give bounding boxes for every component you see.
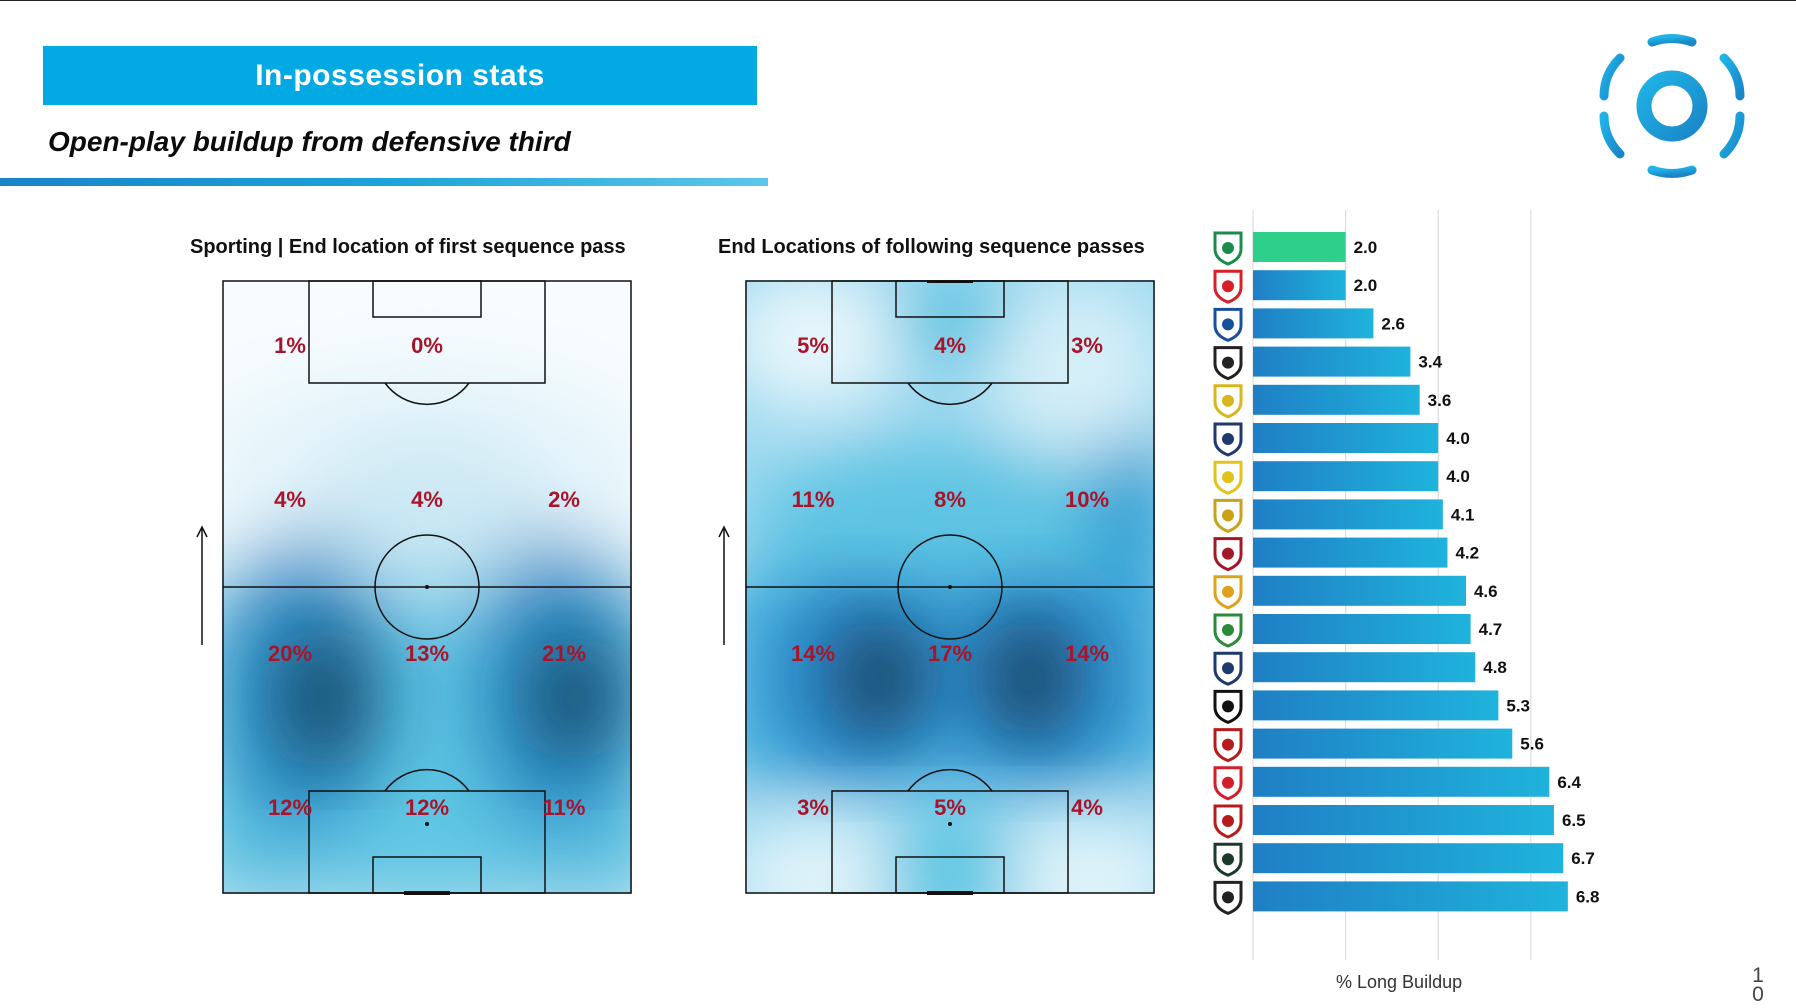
rio-ave-crest-icon [1213, 498, 1243, 534]
bar-value-label: 2.0 [1354, 276, 1378, 295]
team-crests [1213, 231, 1243, 916]
bar [1253, 690, 1499, 721]
page-number: 1 0 [1748, 964, 1768, 1006]
zone-label: 10% [1065, 487, 1109, 512]
bar-value-label: 4.0 [1446, 467, 1470, 486]
bar [1253, 537, 1448, 568]
chart-bars [1253, 232, 1568, 912]
bar [1253, 308, 1374, 339]
bar-value-label: 3.4 [1418, 353, 1442, 372]
zone-label: 20% [268, 641, 312, 666]
bar-value-label: 4.8 [1483, 658, 1507, 677]
bar [1253, 881, 1568, 912]
bar [1253, 766, 1550, 797]
bar-value-label: 4.0 [1446, 429, 1470, 448]
banner-title: In-possession stats [255, 58, 545, 92]
x-axis-label: % Long Buildup [1336, 972, 1463, 992]
braga-crest-icon [1213, 537, 1243, 572]
estoril-crest-icon [1213, 384, 1243, 419]
pitch-1-lines [222, 280, 632, 895]
zone-label: 21% [542, 641, 586, 666]
bar [1253, 232, 1346, 262]
vitoria-guimaraes-crest-icon [1213, 346, 1243, 381]
bar [1253, 499, 1443, 530]
bar [1253, 575, 1466, 606]
bar-value-label: 4.1 [1451, 505, 1475, 524]
zone-label: 5% [934, 795, 966, 820]
top-rule [0, 0, 1796, 1]
zone-label: 13% [405, 641, 449, 666]
bar-value-label: 6.7 [1571, 849, 1595, 868]
page-number-digit: 1 [1752, 964, 1764, 987]
bar [1253, 843, 1564, 874]
attack-direction-arrow-icon [718, 525, 730, 645]
subtitle-rule [0, 178, 768, 186]
santa-clara-crest-icon [1213, 804, 1243, 839]
zone-label: 17% [928, 641, 972, 666]
bar-value-label: 2.0 [1354, 238, 1378, 257]
brand-logo-icon [1599, 34, 1745, 178]
pitch-2-title: End Locations of following sequence pass… [718, 236, 1145, 258]
bar [1253, 423, 1439, 453]
bar-value-label: 4.7 [1479, 620, 1503, 639]
zone-label: 14% [791, 641, 835, 666]
moreirense-crest-icon [1213, 613, 1243, 648]
bar [1253, 461, 1439, 492]
zone-label: 12% [268, 795, 312, 820]
portimonense-crest-icon [1213, 575, 1243, 610]
bar-value-label: 5.3 [1506, 696, 1530, 715]
bar-value-label: 6.5 [1562, 811, 1586, 830]
zone-label: 3% [1071, 333, 1103, 358]
bar [1253, 346, 1411, 377]
chart-value-labels: 2.02.02.63.43.64.04.04.14.24.64.74.85.35… [1354, 238, 1600, 906]
farense-crest-icon [1213, 842, 1243, 877]
bar [1253, 805, 1554, 835]
bar-value-label: 4.2 [1455, 544, 1479, 563]
pitch-1-heatmap: 1% 0% 4% 4% 2% 20% 13% 21% 12% 12% 11% [222, 280, 632, 895]
header-banner: In-possession stats [43, 46, 757, 105]
zone-label: 4% [411, 487, 443, 512]
bar-value-label: 5.6 [1520, 735, 1544, 754]
pitch-1-title: Sporting | End location of first sequenc… [190, 236, 626, 258]
casa-pia-crest-icon [1213, 689, 1243, 725]
bar [1253, 384, 1420, 415]
zone-label: 14% [1065, 641, 1109, 666]
zone-label: 2% [548, 487, 580, 512]
bar-value-label: 6.8 [1576, 887, 1600, 906]
bar [1253, 614, 1471, 644]
sporting-crest-icon [1213, 231, 1243, 266]
attack-direction-arrow-icon [196, 525, 208, 645]
boavista-crest-icon [1213, 880, 1243, 916]
zone-label: 4% [1071, 795, 1103, 820]
bar-value-label: 3.6 [1428, 391, 1452, 410]
zone-label: 11% [543, 795, 586, 820]
bar [1253, 728, 1513, 759]
zone-label: 12% [405, 795, 449, 820]
zone-label: 4% [934, 333, 966, 358]
page-number-digit: 0 [1752, 983, 1764, 1006]
afs-crest-icon [1213, 728, 1243, 763]
zone-label: 5% [797, 333, 829, 358]
benfica-crest-icon [1213, 269, 1243, 304]
zone-label: 4% [274, 487, 306, 512]
arouca-crest-icon [1213, 460, 1243, 495]
zone-label: 1% [274, 333, 306, 358]
bar-value-label: 4.6 [1474, 582, 1498, 601]
bar [1253, 652, 1476, 683]
zone-label: 3% [797, 795, 829, 820]
zone-label: 8% [934, 487, 966, 512]
gil-vicente-crest-icon [1213, 422, 1243, 457]
bar-value-label: 2.6 [1381, 314, 1405, 333]
zone-label: 11% [792, 487, 835, 512]
bar-value-label: 6.4 [1557, 773, 1581, 792]
zone-label: 0% [411, 333, 443, 358]
long-buildup-bar-chart: 2.02.02.63.43.64.04.04.14.24.64.74.85.35… [1213, 210, 1600, 960]
estrela-amadora-crest-icon [1213, 766, 1243, 801]
page-subtitle: Open-play buildup from defensive third [48, 126, 571, 157]
bar [1253, 270, 1346, 301]
porto-crest-icon [1213, 307, 1243, 343]
pitch-2-heatmap: 5% 4% 3% 11% 8% 10% 14% 17% 14% 3% 5% 4% [745, 280, 1155, 895]
famalicao-crest-icon [1213, 651, 1243, 686]
